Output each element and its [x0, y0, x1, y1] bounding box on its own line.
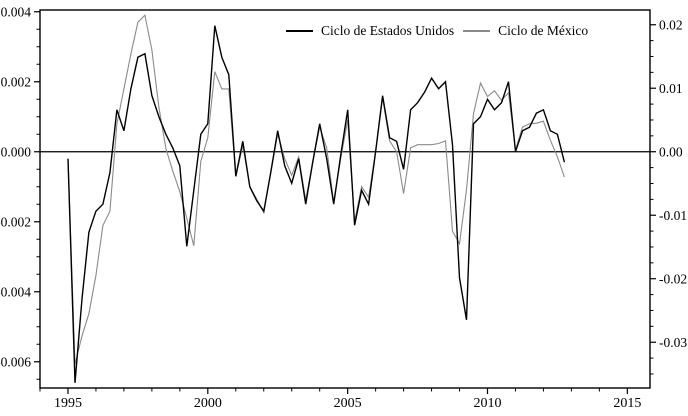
plot-frame — [39, 9, 651, 389]
legend-item-mexico: Ciclo de México — [463, 24, 588, 38]
us-cycle-line — [67, 25, 566, 383]
y-axis-right-tick-label: -0.03 — [659, 335, 687, 350]
y-axis-left-tick-label: 0.002 — [1, 74, 31, 89]
us-line-swatch — [286, 29, 313, 32]
y-axis-left-tick-label: -0.004 — [0, 284, 31, 299]
mexico-line-label: Ciclo de México — [498, 23, 589, 38]
x-axis-tick-label: 2010 — [474, 396, 502, 411]
y-axis-left-tick-label: -0.006 — [0, 354, 31, 369]
x-axis-tick-label: 2000 — [194, 396, 222, 411]
mexico-cycle-line — [67, 14, 565, 365]
x-axis-tick-label: 1995 — [54, 396, 82, 411]
y-axis-left-tick-label: 0.004 — [1, 4, 32, 19]
x-axis-tick-label: 2015 — [613, 396, 641, 411]
y-axis-right-tick-label: -0.02 — [659, 271, 687, 286]
x-axis-tick-label: 2005 — [334, 396, 362, 411]
chart-legend: Ciclo de Estados Unidos Ciclo de México — [286, 24, 588, 38]
y-axis-left-tick-label: -0.002 — [0, 214, 31, 229]
us-line-label: Ciclo de Estados Unidos — [321, 23, 455, 38]
y-axis-right-tick-label: 0.00 — [659, 144, 683, 159]
y-axis-right-tick-label: 0.01 — [659, 81, 683, 96]
legend-item-us: Ciclo de Estados Unidos — [286, 24, 454, 38]
y-axis-right-tick-label: 0.02 — [659, 17, 683, 32]
y-axis-right-tick-label: -0.01 — [659, 208, 687, 223]
y-axis-left-tick-label: 0.000 — [1, 144, 32, 159]
mexico-line-swatch — [463, 29, 491, 32]
